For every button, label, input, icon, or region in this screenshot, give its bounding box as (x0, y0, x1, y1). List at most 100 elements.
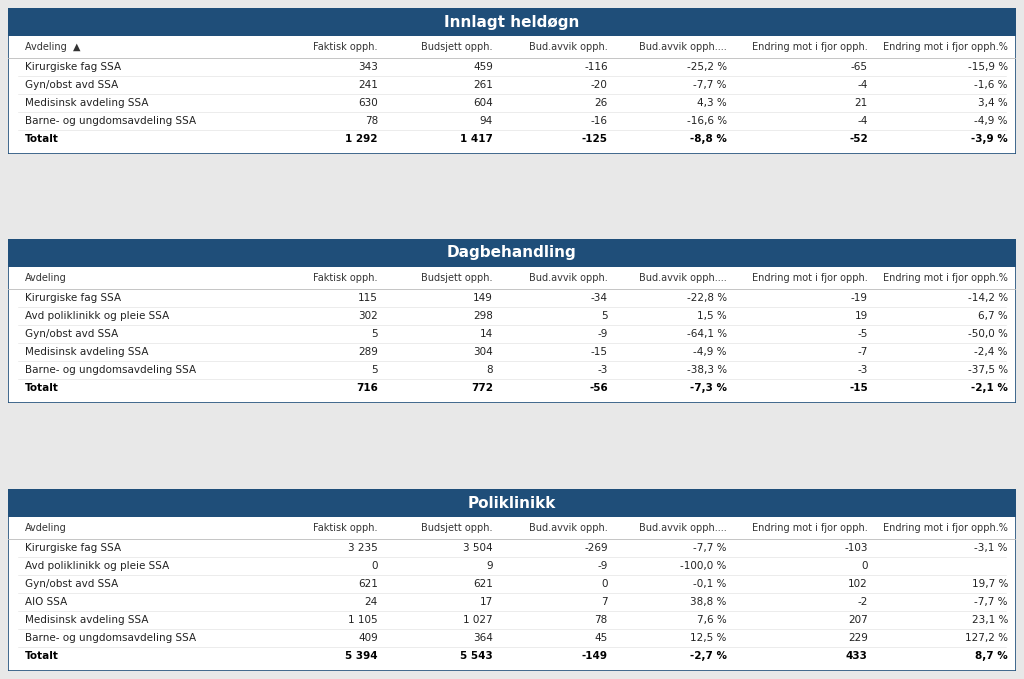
Text: -9: -9 (597, 561, 608, 571)
Text: Bud.avvik opph....: Bud.avvik opph.... (639, 523, 727, 533)
Text: Barne- og ungdomsavdeling SSA: Barne- og ungdomsavdeling SSA (26, 633, 197, 643)
Text: Poliklinikk: Poliklinikk (468, 496, 556, 511)
Text: -7,7 %: -7,7 % (693, 543, 727, 553)
Text: -149: -149 (582, 651, 608, 661)
Text: -5: -5 (857, 329, 867, 339)
Text: 229: 229 (848, 633, 867, 643)
Bar (8, 239, 1016, 267)
Text: -7,3 %: -7,3 % (690, 383, 727, 393)
Text: 19,7 %: 19,7 % (972, 579, 1008, 589)
Text: 630: 630 (358, 98, 378, 108)
Text: -7,7 %: -7,7 % (975, 597, 1008, 607)
Text: Innlagt heldøgn: Innlagt heldøgn (444, 14, 580, 29)
Text: -22,8 %: -22,8 % (686, 293, 727, 303)
Text: Faktisk opph.: Faktisk opph. (313, 523, 378, 533)
Text: Avd poliklinikk og pleie SSA: Avd poliklinikk og pleie SSA (26, 561, 169, 571)
Text: 78: 78 (365, 116, 378, 126)
Text: Endring mot i fjor opph.: Endring mot i fjor opph. (752, 273, 867, 283)
Text: -56: -56 (589, 383, 608, 393)
Text: -0,1 %: -0,1 % (693, 579, 727, 589)
Text: 8,7 %: 8,7 % (975, 651, 1008, 661)
Text: 304: 304 (473, 347, 493, 357)
Text: -14,2 %: -14,2 % (968, 293, 1008, 303)
Text: Faktisk opph.: Faktisk opph. (313, 42, 378, 52)
Text: 3 504: 3 504 (463, 543, 493, 553)
Text: 115: 115 (358, 293, 378, 303)
Text: 3 235: 3 235 (348, 543, 378, 553)
Text: Totalt: Totalt (26, 383, 59, 393)
Text: 1 417: 1 417 (460, 134, 493, 144)
Text: 5: 5 (372, 329, 378, 339)
Text: 5: 5 (601, 311, 608, 321)
Text: 5 394: 5 394 (345, 651, 378, 661)
Text: 149: 149 (473, 293, 493, 303)
Text: -3,1 %: -3,1 % (975, 543, 1008, 553)
Text: -269: -269 (584, 543, 608, 553)
Text: 19: 19 (855, 311, 867, 321)
Text: -16: -16 (591, 116, 608, 126)
Text: Budsjett opph.: Budsjett opph. (421, 523, 493, 533)
Text: 459: 459 (473, 62, 493, 72)
Text: 5 543: 5 543 (460, 651, 493, 661)
Text: 23,1 %: 23,1 % (972, 615, 1008, 625)
Text: Bud.avvik opph.: Bud.avvik opph. (529, 523, 608, 533)
Text: 298: 298 (473, 311, 493, 321)
Text: -15: -15 (591, 347, 608, 357)
Text: Totalt: Totalt (26, 651, 59, 661)
Text: -52: -52 (849, 134, 867, 144)
Text: 0: 0 (861, 561, 867, 571)
Text: Medisinsk avdeling SSA: Medisinsk avdeling SSA (26, 615, 148, 625)
Text: 621: 621 (358, 579, 378, 589)
Text: 343: 343 (358, 62, 378, 72)
Text: 1 027: 1 027 (463, 615, 493, 625)
Text: 716: 716 (356, 383, 378, 393)
Text: -2: -2 (857, 597, 867, 607)
Text: 4,3 %: 4,3 % (697, 98, 727, 108)
Text: 772: 772 (471, 383, 493, 393)
Text: -4,9 %: -4,9 % (693, 347, 727, 357)
Text: -2,4 %: -2,4 % (975, 347, 1008, 357)
Text: Endring mot i fjor opph.%: Endring mot i fjor opph.% (883, 273, 1008, 283)
Text: 26: 26 (595, 98, 608, 108)
Text: AIO SSA: AIO SSA (26, 597, 68, 607)
Text: 0: 0 (601, 579, 608, 589)
Text: -2,7 %: -2,7 % (690, 651, 727, 661)
Text: Avd poliklinikk og pleie SSA: Avd poliklinikk og pleie SSA (26, 311, 169, 321)
Text: -19: -19 (851, 293, 867, 303)
Text: 78: 78 (595, 615, 608, 625)
Text: Gyn/obst avd SSA: Gyn/obst avd SSA (26, 329, 119, 339)
Text: 12,5 %: 12,5 % (690, 633, 727, 643)
Text: Bud.avvik opph....: Bud.avvik opph.... (639, 273, 727, 283)
Text: 7,6 %: 7,6 % (697, 615, 727, 625)
Text: 94: 94 (479, 116, 493, 126)
Text: 102: 102 (848, 579, 867, 589)
Text: -34: -34 (591, 293, 608, 303)
Text: 8: 8 (486, 365, 493, 375)
Text: Endring mot i fjor opph.: Endring mot i fjor opph. (752, 523, 867, 533)
Text: -38,3 %: -38,3 % (686, 365, 727, 375)
Text: -7,7 %: -7,7 % (693, 80, 727, 90)
Text: -100,0 %: -100,0 % (680, 561, 727, 571)
Text: Endring mot i fjor opph.%: Endring mot i fjor opph.% (883, 42, 1008, 52)
Text: 0: 0 (372, 561, 378, 571)
Text: 6,7 %: 6,7 % (978, 311, 1008, 321)
Bar (8, 8, 1016, 36)
Text: -64,1 %: -64,1 % (686, 329, 727, 339)
Text: Bud.avvik opph.: Bud.avvik opph. (529, 42, 608, 52)
Text: 604: 604 (473, 98, 493, 108)
Text: Budsjett opph.: Budsjett opph. (421, 42, 493, 52)
Text: -116: -116 (584, 62, 608, 72)
Text: -16,6 %: -16,6 % (686, 116, 727, 126)
Text: 433: 433 (846, 651, 867, 661)
Text: 9: 9 (486, 561, 493, 571)
Text: -15: -15 (849, 383, 867, 393)
Text: 241: 241 (358, 80, 378, 90)
Text: 38,8 %: 38,8 % (690, 597, 727, 607)
Bar (8, 489, 1016, 517)
Text: Avdeling: Avdeling (26, 523, 67, 533)
Text: 621: 621 (473, 579, 493, 589)
Text: 5: 5 (372, 365, 378, 375)
Text: Barne- og ungdomsavdeling SSA: Barne- og ungdomsavdeling SSA (26, 116, 197, 126)
Text: Bud.avvik opph....: Bud.avvik opph.... (639, 42, 727, 52)
Text: -4: -4 (857, 80, 867, 90)
